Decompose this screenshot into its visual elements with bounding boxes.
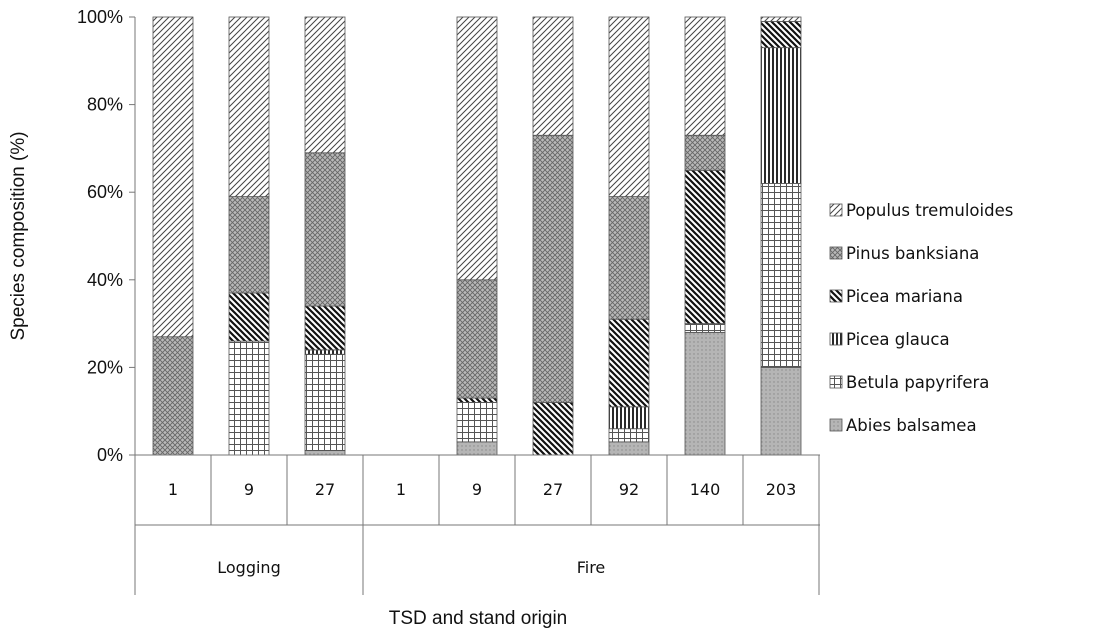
x-group-label: Fire (577, 558, 606, 577)
bar-segment (684, 323, 726, 333)
bar-segment (760, 366, 802, 456)
legend-swatch (829, 375, 843, 389)
y-tick-label: 60% (87, 182, 123, 202)
x-tick-label: 27 (543, 480, 563, 499)
x-tick-label: 203 (766, 480, 797, 499)
bar-segment (228, 292, 270, 342)
bar-segment (228, 16, 270, 197)
bar-segment (456, 397, 498, 403)
bar-segment (456, 16, 498, 281)
y-axis-title: Species composition (%) (8, 131, 29, 340)
x-tick-label: 92 (619, 480, 639, 499)
y-tick-label: 80% (87, 95, 123, 115)
bar-segment (456, 441, 498, 456)
bar-segment (608, 441, 650, 456)
x-axis-title: TSD and stand origin (389, 608, 568, 629)
bar-segment (760, 20, 802, 49)
bar-segment (532, 402, 574, 456)
y-tick-label: 40% (87, 270, 123, 290)
x-tick-label: 1 (168, 480, 178, 499)
bar-segment (456, 279, 498, 399)
x-group-labels: Logging Fire (134, 525, 820, 595)
bar-segment (684, 16, 726, 136)
bar-segment (228, 196, 270, 294)
x-tick-label: 27 (315, 480, 335, 499)
bar-segment (608, 406, 650, 430)
bar-segment (456, 402, 498, 443)
x-tick-label: 9 (244, 480, 254, 499)
x-tick-label: 9 (472, 480, 482, 499)
legend-swatch (829, 332, 843, 346)
bar-segment (608, 428, 650, 443)
bar-segment (304, 353, 346, 452)
legend-label: Picea glauca (846, 330, 950, 349)
legend-label: Picea mariana (846, 287, 963, 306)
x-axis (135, 454, 820, 526)
x-category-labels: 1 9 27 1 9 27 92 140 203 (134, 455, 820, 525)
bars (152, 16, 802, 456)
bar-segment (532, 134, 574, 403)
legend-label: Populus tremuloides (846, 201, 1013, 220)
legend-swatch (829, 418, 843, 432)
y-tick-label: 20% (87, 357, 123, 377)
bar-segment (684, 169, 726, 325)
bar-segment (152, 336, 194, 456)
y-tick-label: 100% (77, 7, 123, 27)
legend-label: Betula papyrifera (846, 373, 989, 392)
legend: Populus tremuloides Pinus banksiana Picea … (829, 201, 1013, 435)
bar-segment (304, 349, 346, 355)
bar-segment (228, 340, 270, 456)
legend-label: Abies balsamea (846, 416, 977, 435)
y-tick-label: 0% (97, 445, 123, 465)
bar-segment (684, 134, 726, 171)
bar-segment (760, 16, 802, 22)
legend-swatch (829, 246, 843, 260)
bar-segment (608, 16, 650, 197)
bar-segment (684, 331, 726, 456)
bar-segment (608, 196, 650, 320)
x-tick-label: 140 (690, 480, 721, 499)
x-tick-label: 1 (396, 480, 406, 499)
bar-segment (532, 16, 574, 136)
bar-segment (304, 450, 346, 456)
bar-segment (304, 152, 346, 307)
legend-swatch (829, 289, 843, 303)
bar-segment (152, 16, 194, 338)
y-ticks: 0% 20% 40% 60% 80% 100% (77, 7, 135, 465)
bar-segment (760, 47, 802, 184)
bar-segment (608, 318, 650, 408)
x-group-label: Logging (217, 558, 280, 577)
legend-label: Pinus banksiana (846, 244, 979, 263)
bar-segment (304, 16, 346, 154)
legend-swatch (829, 203, 843, 217)
bar-segment (304, 305, 346, 351)
bar-segment (760, 183, 802, 368)
